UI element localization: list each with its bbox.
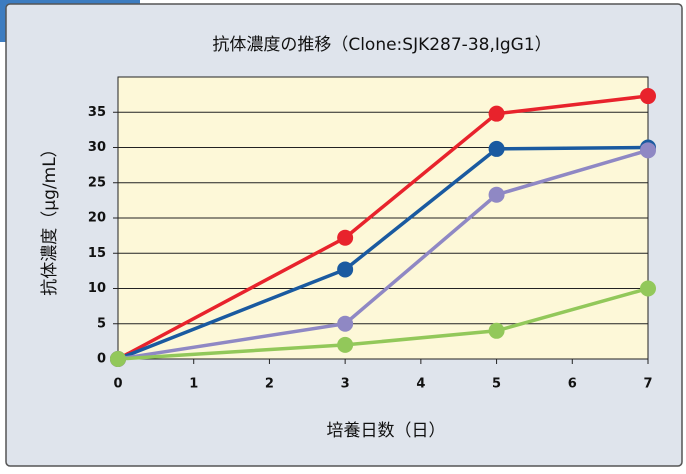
x-tick-label: 1 <box>189 377 198 392</box>
x-tick-label: 5 <box>492 377 501 392</box>
y-axis-label: 抗体濃度（μg/mL） <box>40 140 60 295</box>
data-point <box>488 140 505 157</box>
data-point <box>488 322 505 339</box>
x-axis-label: 培養日数（日） <box>327 421 446 441</box>
x-tick-label: 2 <box>265 377 274 392</box>
y-tick-label: 5 <box>97 316 106 331</box>
x-tick-label: 4 <box>416 377 425 392</box>
y-tick-label: 15 <box>88 246 106 261</box>
y-tick-label: 20 <box>88 211 106 226</box>
chart-title: 抗体濃度の推移（Clone:SJK287-38,IgG1） <box>212 35 551 55</box>
y-tick-label: 25 <box>88 175 106 190</box>
y-tick-label: 30 <box>88 140 106 155</box>
data-point <box>488 186 505 203</box>
series-line <box>117 145 649 361</box>
y-tick-label: 35 <box>88 105 106 120</box>
series-line <box>117 286 649 361</box>
data-point <box>488 105 505 122</box>
y-tick-label: 10 <box>88 281 106 296</box>
x-tick-label: 6 <box>568 377 577 392</box>
x-tick-label: 0 <box>113 377 122 392</box>
series-line <box>117 148 649 361</box>
data-point <box>337 229 354 246</box>
data-point <box>337 336 354 353</box>
data-point <box>640 142 656 159</box>
data-point <box>640 280 656 297</box>
x-tick-label: 7 <box>643 377 652 392</box>
data-point <box>110 351 126 367</box>
series-line <box>117 94 649 361</box>
data-point <box>337 261 354 278</box>
data-point <box>337 315 354 332</box>
data-point <box>640 88 656 105</box>
x-tick-label: 3 <box>341 377 350 392</box>
y-tick-label: 0 <box>97 352 106 367</box>
